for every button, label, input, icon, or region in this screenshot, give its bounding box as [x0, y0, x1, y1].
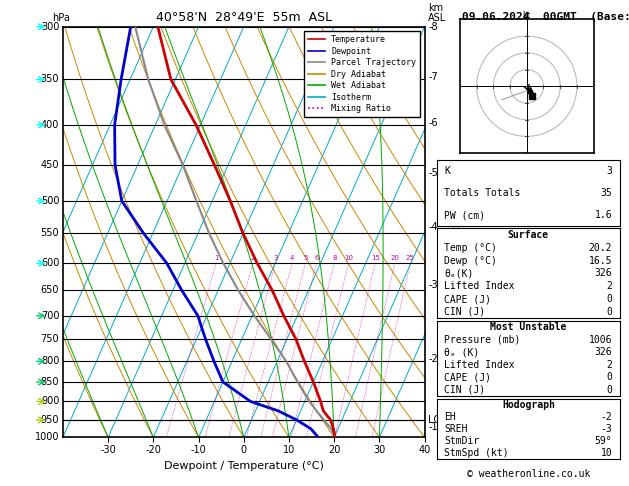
Text: 0: 0 [606, 294, 612, 304]
Text: 4: 4 [290, 255, 294, 260]
Text: 900: 900 [41, 397, 59, 406]
Text: Totals Totals: Totals Totals [445, 188, 521, 198]
Text: 09.06.2024  00GMT  (Base: 06): 09.06.2024 00GMT (Base: 06) [462, 12, 629, 22]
Text: Pressure (mb): Pressure (mb) [445, 334, 521, 345]
Text: hPa: hPa [52, 13, 70, 23]
Text: 16.5: 16.5 [589, 256, 612, 265]
Text: -8: -8 [428, 22, 438, 32]
Text: 2: 2 [606, 360, 612, 370]
Text: 10: 10 [601, 448, 612, 458]
Text: 350: 350 [41, 74, 59, 84]
Text: SREH: SREH [445, 424, 468, 434]
Text: Lifted Index: Lifted Index [445, 281, 515, 291]
Text: Dewp (°C): Dewp (°C) [445, 256, 498, 265]
Title: 40°58'N  28°49'E  55m  ASL: 40°58'N 28°49'E 55m ASL [155, 11, 332, 24]
Text: km
ASL: km ASL [428, 2, 447, 23]
Text: 550: 550 [41, 228, 59, 239]
Text: -4: -4 [428, 222, 438, 232]
Text: 326: 326 [594, 268, 612, 278]
Text: 0: 0 [606, 307, 612, 317]
Text: -7: -7 [428, 72, 438, 82]
Text: 1.6: 1.6 [594, 210, 612, 220]
Text: 2: 2 [606, 281, 612, 291]
Text: StmDir: StmDir [445, 436, 480, 446]
Text: 35: 35 [601, 188, 612, 198]
Text: 326: 326 [594, 347, 612, 357]
Text: CAPE (J): CAPE (J) [445, 372, 491, 382]
Text: 5: 5 [303, 255, 308, 260]
Text: CIN (J): CIN (J) [445, 307, 486, 317]
X-axis label: Dewpoint / Temperature (°C): Dewpoint / Temperature (°C) [164, 461, 324, 470]
Text: -6: -6 [428, 118, 438, 128]
Text: 400: 400 [41, 120, 59, 130]
Text: 850: 850 [41, 377, 59, 387]
Text: Lifted Index: Lifted Index [445, 360, 515, 370]
Text: θₑ (K): θₑ (K) [445, 347, 480, 357]
Text: 700: 700 [41, 311, 59, 321]
Legend: Temperature, Dewpoint, Parcel Trajectory, Dry Adiabat, Wet Adiabat, Isotherm, Mi: Temperature, Dewpoint, Parcel Trajectory… [304, 31, 420, 117]
Text: 25: 25 [406, 255, 415, 260]
Text: 600: 600 [41, 258, 59, 268]
Text: Surface: Surface [508, 230, 549, 240]
Text: EH: EH [445, 412, 456, 422]
Text: 1006: 1006 [589, 334, 612, 345]
Text: 750: 750 [41, 334, 59, 344]
Text: 10: 10 [344, 255, 353, 260]
Text: Most Unstable: Most Unstable [490, 322, 567, 332]
Text: 0: 0 [606, 385, 612, 395]
Text: 20: 20 [391, 255, 399, 260]
Text: 3: 3 [273, 255, 278, 260]
Text: -1: -1 [428, 422, 438, 432]
Text: LCL: LCL [428, 415, 446, 425]
Text: 20.2: 20.2 [589, 243, 612, 253]
Text: 450: 450 [41, 160, 59, 170]
Text: -2: -2 [428, 354, 438, 364]
Text: K: K [445, 166, 450, 176]
Text: Temp (°C): Temp (°C) [445, 243, 498, 253]
Text: 300: 300 [41, 22, 59, 32]
Text: 15: 15 [371, 255, 380, 260]
Text: 1000: 1000 [35, 433, 59, 442]
Text: -3: -3 [428, 280, 438, 290]
Text: θₑ(K): θₑ(K) [445, 268, 474, 278]
Text: StmSpd (kt): StmSpd (kt) [445, 448, 509, 458]
Text: 59°: 59° [594, 436, 612, 446]
Text: 0: 0 [606, 372, 612, 382]
Text: Mixing Ratio (g/kg): Mixing Ratio (g/kg) [452, 186, 462, 278]
Text: 500: 500 [41, 196, 59, 206]
Text: 1: 1 [214, 255, 218, 260]
Text: 800: 800 [41, 356, 59, 366]
Text: 950: 950 [41, 415, 59, 425]
Text: -3: -3 [601, 424, 612, 434]
Text: CAPE (J): CAPE (J) [445, 294, 491, 304]
Text: 3: 3 [606, 166, 612, 176]
X-axis label: kt: kt [523, 11, 531, 20]
Text: 6: 6 [314, 255, 319, 260]
Text: PW (cm): PW (cm) [445, 210, 486, 220]
Text: -2: -2 [601, 412, 612, 422]
Text: © weatheronline.co.uk: © weatheronline.co.uk [467, 469, 590, 479]
Text: CIN (J): CIN (J) [445, 385, 486, 395]
Text: 8: 8 [332, 255, 337, 260]
Text: Hodograph: Hodograph [502, 399, 555, 410]
Text: 2: 2 [251, 255, 255, 260]
Text: 650: 650 [41, 285, 59, 295]
Text: -5: -5 [428, 168, 438, 177]
